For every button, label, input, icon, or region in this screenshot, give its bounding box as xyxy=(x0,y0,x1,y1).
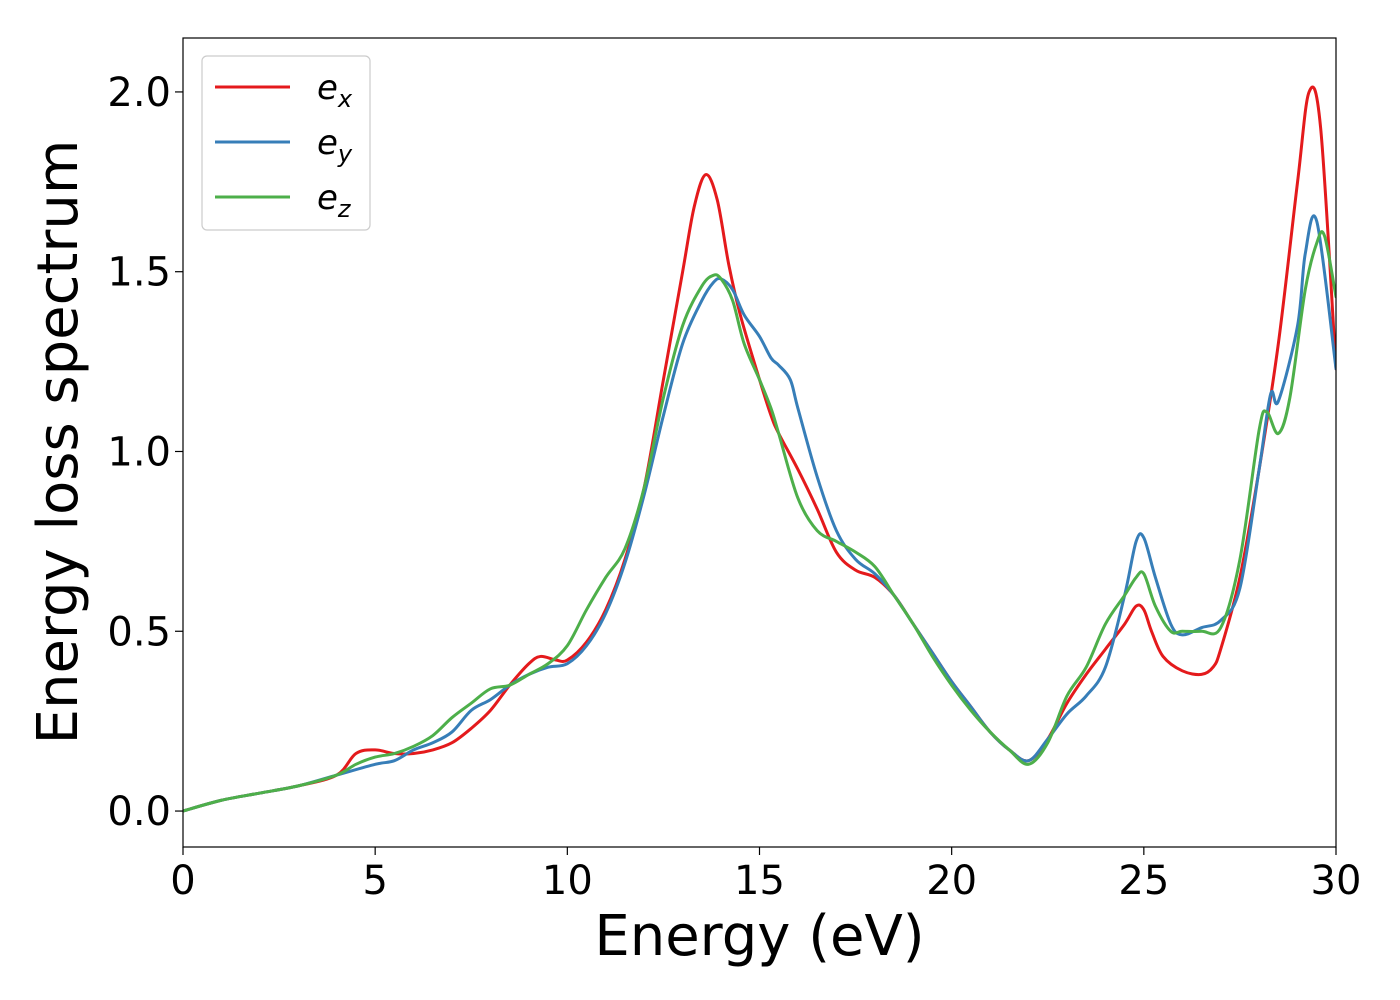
x-tick-label: 15 xyxy=(734,858,785,904)
x-axis-ticks: 0 5 10 15 20 25 30 xyxy=(170,847,1361,904)
y-tick-label: 2.0 xyxy=(107,70,171,116)
legend: ex ey ez xyxy=(201,55,371,231)
x-tick-label: 20 xyxy=(926,858,977,904)
y-axis-ticks: 0.0 0.5 1.0 1.5 2.0 xyxy=(107,70,183,835)
series-line-x xyxy=(183,85,1336,813)
y-tick-label: 0.0 xyxy=(107,789,171,835)
series-layer xyxy=(183,85,1336,813)
x-axis-title: Energy (eV) xyxy=(594,904,924,969)
series-line-z xyxy=(183,230,1336,813)
legend-label-x: ex xyxy=(317,68,353,113)
x-tick-label: 0 xyxy=(170,858,195,904)
legend-entries: ex ey ez xyxy=(215,68,353,223)
x-tick-label: 25 xyxy=(1118,858,1169,904)
y-tick-label: 0.5 xyxy=(107,609,171,655)
y-tick-label: 1.0 xyxy=(107,429,171,475)
y-tick-label: 1.5 xyxy=(107,250,171,296)
series-line-y xyxy=(183,214,1336,813)
x-tick-label: 10 xyxy=(542,858,593,904)
legend-label-z: ez xyxy=(317,178,352,223)
y-axis-title: Energy loss spectrum xyxy=(26,140,91,745)
x-tick-label: 30 xyxy=(1311,858,1362,904)
legend-label-y: ey xyxy=(317,123,353,168)
x-tick-label: 5 xyxy=(362,858,387,904)
